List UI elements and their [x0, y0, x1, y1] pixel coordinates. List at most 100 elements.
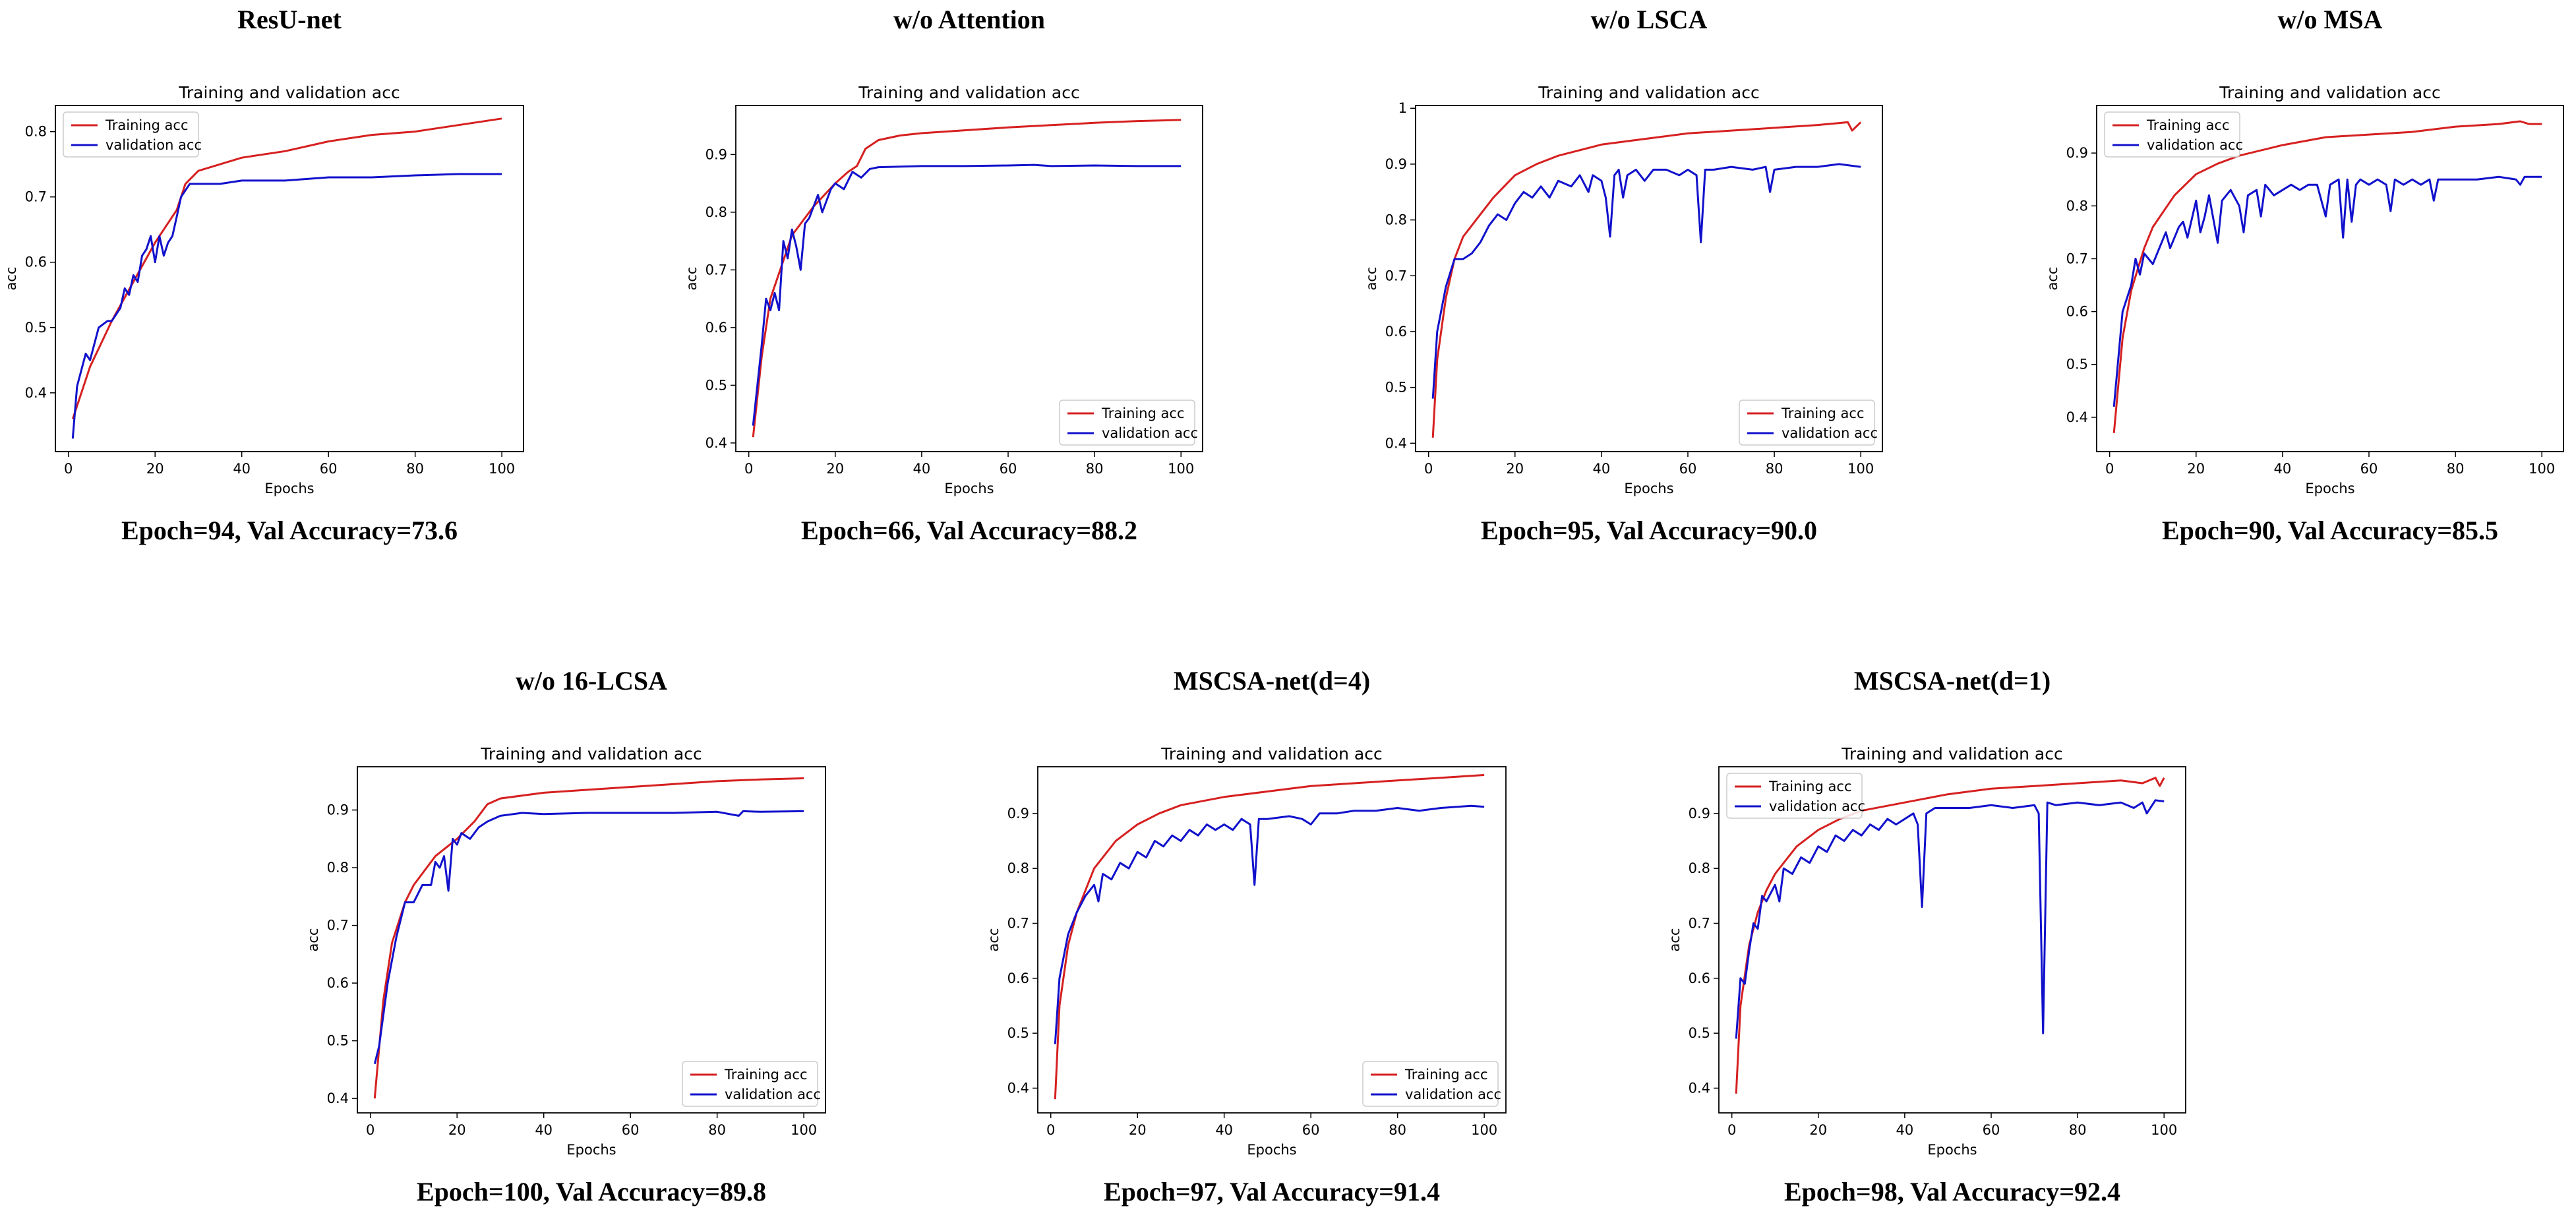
y-tick-label: 0.5 — [327, 1033, 349, 1049]
y-tick-label: 0.8 — [1385, 212, 1407, 228]
result-caption: Epoch=90, Val Accuracy=85.5 — [2162, 516, 2498, 545]
plot-frame — [1718, 766, 2186, 1114]
y-tick-label: 0.7 — [25, 189, 47, 205]
panel-title: MSCSA-net(d=4) — [1174, 666, 1370, 696]
x-tick-label: 60 — [320, 461, 338, 477]
legend: Training acc validation acc — [63, 111, 202, 158]
legend-label-training: Training acc — [2146, 117, 2230, 133]
y-tick-label: 0.6 — [2066, 304, 2088, 320]
y-axis-label: acc — [684, 267, 700, 291]
y-axis-label: acc — [3, 267, 19, 291]
y-tick-label: 0.4 — [327, 1090, 349, 1106]
y-axis-label: acc — [1667, 928, 1683, 952]
x-tick-label: 80 — [2069, 1122, 2087, 1138]
y-tick-label: 0.8 — [25, 124, 47, 140]
y-tick-label: 0.7 — [705, 262, 727, 278]
y-axis-label: acc — [986, 928, 1002, 952]
training-acc-line — [373, 777, 804, 1099]
training-acc-line — [2112, 120, 2542, 434]
x-axis-label: Epochs — [264, 481, 314, 496]
plot-title: Training and validation acc — [858, 83, 1079, 102]
x-tick-label: 100 — [791, 1122, 817, 1138]
plot-title: Training and validation acc — [2219, 83, 2440, 102]
legend: Training acc validation acc — [1362, 1061, 1501, 1107]
training-acc-line — [1054, 774, 1485, 1100]
x-tick-label: 0 — [1046, 1122, 1055, 1138]
x-tick-label: 20 — [826, 461, 844, 477]
legend-label-training: Training acc — [1404, 1067, 1488, 1083]
y-tick-label: 0.6 — [705, 320, 727, 336]
result-caption: Epoch=97, Val Accuracy=91.4 — [1104, 1177, 1440, 1206]
x-tick-label: 100 — [1168, 461, 1194, 477]
training-acc-line — [71, 117, 502, 419]
legend-label-validation: validation acc — [2147, 137, 2243, 153]
plot-frame — [1415, 105, 1883, 452]
legend-label-validation: validation acc — [1769, 798, 1865, 814]
x-axis-label: Epochs — [2305, 481, 2354, 496]
validation-acc-line — [1735, 799, 2165, 1039]
plot-title: Training and validation acc — [178, 83, 400, 102]
x-tick-label: 60 — [1679, 461, 1697, 477]
y-tick-label: 0.6 — [1007, 970, 1029, 986]
x-tick-label: 60 — [1983, 1122, 2000, 1138]
y-tick-label: 0.9 — [327, 802, 349, 818]
x-tick-label: 20 — [1129, 1122, 1147, 1138]
validation-acc-line — [1054, 804, 1485, 1044]
y-tick-label: 1 — [1398, 100, 1407, 116]
x-tick-label: 40 — [233, 461, 251, 477]
y-tick-label: 0.5 — [25, 320, 47, 336]
legend: Training acc validation acc — [2104, 111, 2243, 158]
result-caption: Epoch=94, Val Accuracy=73.6 — [121, 516, 458, 545]
y-axis-label: acc — [2045, 267, 2060, 291]
x-tick-label: 0 — [1424, 461, 1433, 477]
x-tick-label: 0 — [366, 1122, 374, 1138]
y-tick-label: 0.9 — [1689, 806, 1710, 821]
y-tick-label: 0.5 — [705, 377, 727, 393]
y-tick-label: 0.6 — [327, 975, 349, 991]
y-tick-label: 0.5 — [1385, 380, 1407, 396]
panel-title: MSCSA-net(d=1) — [1854, 666, 2051, 696]
y-tick-label: 0.4 — [1689, 1081, 1710, 1096]
y-tick-label: 0.4 — [1385, 435, 1407, 451]
validation-acc-line — [1431, 163, 1861, 399]
training-acc-line — [1735, 777, 2165, 1094]
y-tick-label: 0.4 — [1007, 1081, 1029, 1096]
x-tick-label: 20 — [146, 461, 164, 477]
plot-title: Training and validation acc — [1841, 744, 2062, 763]
legend-label-validation: validation acc — [1782, 425, 1878, 441]
plot-frame — [1037, 766, 1507, 1114]
chart-panel: MSCSA-net(d=4) Training and validation ac… — [986, 666, 1507, 1206]
x-tick-label: 0 — [1727, 1122, 1736, 1138]
x-axis-label: Epochs — [1247, 1142, 1296, 1158]
plot-frame — [55, 105, 524, 452]
x-tick-label: 20 — [1809, 1122, 1827, 1138]
y-tick-label: 0.8 — [327, 860, 349, 876]
x-tick-label: 40 — [535, 1122, 553, 1138]
x-tick-label: 100 — [489, 461, 515, 477]
x-axis-label: Epochs — [1624, 481, 1673, 496]
x-tick-label: 20 — [2187, 461, 2205, 477]
result-caption: Epoch=66, Val Accuracy=88.2 — [801, 516, 1137, 545]
legend: Training acc validation acc — [682, 1061, 821, 1107]
x-axis-label: Epochs — [1927, 1142, 1977, 1158]
panel-title: w/o 16-LCSA — [516, 666, 667, 696]
y-tick-label: 0.4 — [2066, 409, 2088, 425]
legend: Training acc validation acc — [1726, 773, 1865, 819]
legend-label-validation: validation acc — [725, 1087, 821, 1102]
x-tick-label: 80 — [2447, 461, 2465, 477]
y-tick-label: 0.7 — [1007, 916, 1029, 932]
x-tick-label: 60 — [622, 1122, 640, 1138]
chart-panel: w/o 16-LCSA Training and validation acc 0 2… — [305, 666, 826, 1206]
result-caption: Epoch=95, Val Accuracy=90.0 — [1481, 516, 1817, 545]
legend-label-training: Training acc — [1101, 405, 1185, 421]
y-tick-label: 0.6 — [1385, 324, 1407, 340]
y-tick-label: 0.5 — [1007, 1025, 1029, 1041]
legend-label-validation: validation acc — [1102, 425, 1198, 441]
x-tick-label: 80 — [708, 1122, 726, 1138]
x-tick-label: 20 — [448, 1122, 466, 1138]
legend-label-validation: validation acc — [105, 137, 202, 153]
legend: Training acc validation acc — [1739, 400, 1878, 446]
y-tick-label: 0.7 — [1385, 268, 1407, 283]
legend-label-training: Training acc — [1768, 779, 1852, 794]
